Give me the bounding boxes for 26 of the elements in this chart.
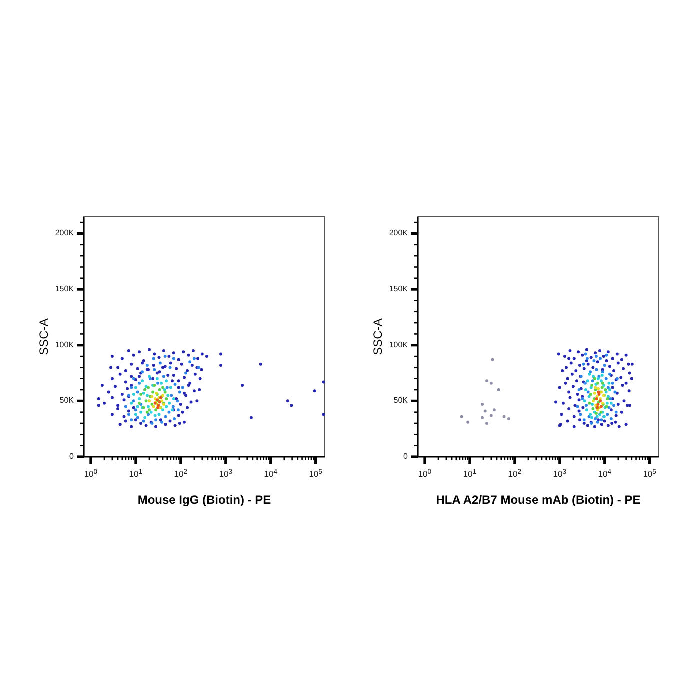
y-axis-title: SSC-A — [37, 318, 52, 356]
y-tick-label: 200K — [389, 228, 409, 238]
x-tick-label: 10$^{2}$ — [174, 468, 188, 479]
x-tick-label: 10$^{2}$ — [508, 468, 522, 479]
y-axis-title: SSC-A — [371, 318, 386, 356]
x-tick-label: 10$^{1}$ — [463, 468, 477, 479]
y-tick-label: 100K — [55, 340, 75, 350]
x-tick-label: 10$^{1}$ — [129, 468, 143, 479]
x-tick-label: 10$^{3}$ — [219, 468, 233, 479]
x-tick-label: 10$^{0}$ — [418, 468, 432, 479]
x-tick-label: 10$^{5}$ — [309, 468, 323, 479]
y-tick-label: 0 — [404, 452, 409, 462]
x-tick-label: 10$^{4}$ — [264, 468, 278, 479]
y-tick-label: 150K — [389, 284, 409, 294]
y-tick-label: 50K — [394, 396, 409, 406]
x-tick-label: 10$^{5}$ — [643, 468, 657, 479]
x-tick-label: 10$^{4}$ — [598, 468, 612, 479]
x-tick-label: 10$^{0}$ — [84, 468, 98, 479]
x-tick-label: 10$^{3}$ — [553, 468, 567, 479]
y-tick-label: 100K — [389, 340, 409, 350]
y-tick-label: 50K — [60, 396, 75, 406]
y-tick-label: 0 — [70, 452, 75, 462]
y-tick-label: 200K — [55, 228, 75, 238]
x-axis-title: HLA A2/B7 Mouse mAb (Biotin) - PE — [436, 493, 641, 507]
y-tick-label: 150K — [55, 284, 75, 294]
x-axis-title: Mouse IgG (Biotin) - PE — [138, 493, 272, 507]
